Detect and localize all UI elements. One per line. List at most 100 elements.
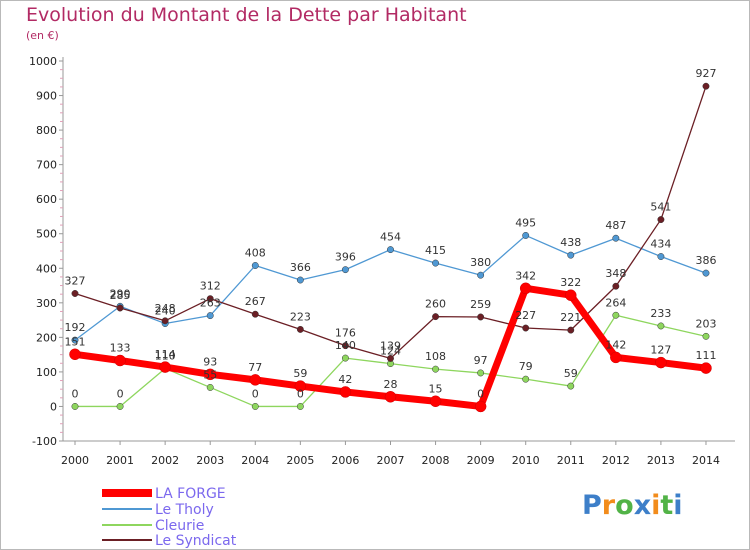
y-tick-label: 800	[36, 124, 57, 137]
data-point	[296, 276, 304, 284]
data-point	[116, 403, 124, 410]
data-label: 240	[155, 305, 176, 318]
logo-letter: o	[615, 490, 634, 521]
x-tick-label: 2007	[376, 454, 404, 467]
data-label: 259	[470, 298, 491, 311]
x-tick-label: 2006	[331, 454, 359, 467]
data-point	[71, 290, 79, 297]
data-label: 111	[695, 349, 716, 362]
logo-letter: r	[601, 490, 616, 521]
data-label: 312	[200, 280, 221, 293]
data-label: 55	[203, 368, 217, 381]
data-label: 267	[245, 295, 266, 308]
data-label: 327	[65, 274, 86, 287]
data-label: 248	[155, 302, 176, 315]
y-tick-label: 300	[36, 297, 57, 310]
data-point	[432, 313, 440, 321]
chart-subtitle: (en €)	[26, 29, 59, 42]
data-point	[204, 368, 216, 381]
x-tick-label: 2014	[692, 454, 720, 467]
data-label: 263	[200, 297, 221, 310]
data-label: 15	[429, 382, 443, 395]
data-label: 348	[605, 267, 626, 280]
data-point	[251, 403, 259, 410]
x-tick-label: 2008	[422, 454, 450, 467]
data-point	[296, 325, 304, 333]
data-label: 133	[110, 342, 131, 355]
data-label: 927	[695, 67, 716, 80]
data-label: 108	[425, 350, 446, 363]
data-label: 0	[477, 387, 484, 400]
data-point	[206, 384, 214, 391]
data-label: 290	[110, 287, 131, 300]
data-point	[71, 336, 79, 344]
data-point	[69, 348, 81, 361]
logo-letter: i	[651, 490, 661, 521]
logo-letter: P	[582, 490, 602, 521]
data-label: 366	[290, 261, 311, 274]
data-label: 110	[155, 349, 176, 362]
data-point	[341, 354, 349, 362]
data-point	[387, 246, 394, 254]
data-label: 415	[425, 244, 446, 257]
data-point	[251, 262, 259, 269]
data-point	[341, 342, 349, 350]
data-label: 264	[605, 296, 626, 309]
x-tick-label: 2000	[61, 454, 89, 467]
y-tick-label: 400	[36, 262, 57, 275]
data-point	[206, 312, 214, 320]
x-tick-label: 2005	[286, 454, 314, 467]
x-tick-label: 2011	[557, 454, 585, 467]
y-tick-label: 200	[36, 331, 57, 344]
x-tick-label: 2013	[647, 454, 675, 467]
data-point	[296, 403, 304, 410]
x-tick-label: 2009	[467, 454, 495, 467]
data-label: 0	[297, 387, 304, 400]
y-tick-label: 100	[36, 366, 57, 379]
data-label: 77	[248, 361, 262, 374]
data-point	[657, 253, 665, 260]
data-label: 140	[335, 339, 356, 352]
x-tick-label: 2012	[602, 454, 630, 467]
data-label: 396	[335, 251, 356, 264]
data-label: 541	[650, 201, 671, 214]
y-tick-label: 0	[50, 400, 57, 413]
y-tick-label: 600	[36, 193, 57, 206]
data-point	[567, 382, 575, 390]
logo-letter: i	[673, 490, 683, 521]
data-point	[655, 356, 667, 369]
data-label: 285	[110, 289, 131, 302]
data-point	[339, 386, 352, 398]
y-tick-label: 700	[36, 159, 57, 172]
data-label: 380	[470, 256, 491, 269]
data-point	[159, 361, 171, 373]
data-label: 28	[383, 378, 397, 391]
data-point	[610, 351, 622, 364]
data-point	[702, 82, 710, 90]
data-label: 342	[515, 269, 536, 282]
data-point	[567, 326, 575, 334]
data-label: 454	[380, 231, 401, 244]
data-point	[657, 322, 665, 330]
data-label: 0	[252, 387, 259, 400]
legend-label: Le Tholy	[155, 502, 214, 518]
data-point	[477, 369, 485, 377]
data-point	[657, 216, 665, 224]
data-label: 93	[203, 355, 217, 368]
data-label: 203	[695, 317, 716, 330]
data-point	[387, 354, 394, 362]
logo-letter: t	[660, 490, 674, 521]
y-tick-label: 900	[36, 90, 57, 103]
data-label: 127	[650, 344, 671, 357]
data-label: 192	[65, 321, 86, 334]
data-point	[249, 374, 262, 386]
data-point	[116, 304, 124, 312]
data-label: 97	[474, 354, 488, 367]
x-tick-label: 2010	[512, 454, 540, 467]
y-tick-label: 500	[36, 228, 57, 241]
data-point	[114, 354, 126, 367]
data-label: 59	[564, 367, 578, 380]
y-tick-label: 1000	[29, 55, 57, 68]
